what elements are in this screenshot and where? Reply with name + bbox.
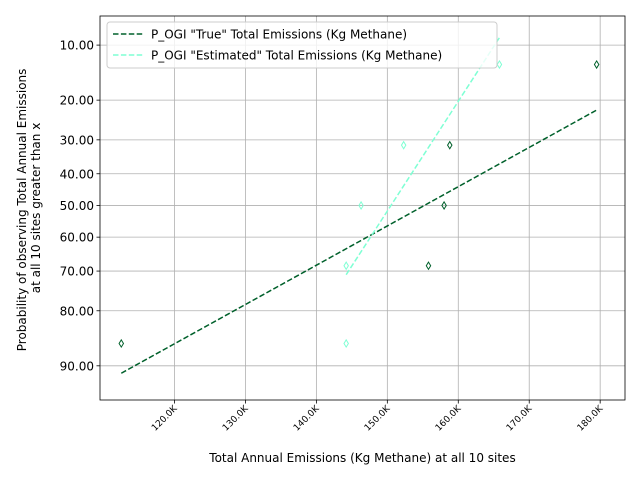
y-tick-label: 10.00: [60, 39, 94, 53]
markers: [118, 59, 600, 349]
y-axis-label: Probability of observing Total Annual Em…: [15, 65, 43, 351]
legend: P_OGI "True" Total Emissions (Kg Methane…: [106, 21, 498, 69]
data-point-estimated: [496, 59, 503, 70]
data-point-true: [446, 140, 453, 150]
legend-label-estimated: P_OGI "Estimated" Total Emissions (Kg Me…: [151, 49, 442, 63]
y-tick-label: 70.00: [60, 265, 94, 279]
y-axis-ticks: 10.00 20.00 30.00 40.00 50.00 60.00 70.00 80.00…: [60, 39, 100, 373]
data-point-estimated: [358, 200, 364, 211]
data-point-estimated: [343, 338, 349, 349]
legend-label-true: P_OGI "True" Total Emissions (Kg Methane…: [151, 28, 407, 42]
x-axis-label: Total Annual Emissions (Kg Methane) at a…: [208, 451, 515, 465]
data-point-estimated: [343, 261, 349, 271]
fit-line-true: [120, 109, 597, 374]
data-point-true: [441, 200, 447, 211]
y-axis-label-line-2: at all 10 sites greater than x: [29, 123, 43, 294]
y-axis-label-line-1: Probability of observing Total Annual Em…: [15, 69, 29, 352]
data-point-true: [425, 261, 432, 271]
y-tick-label: 20.00: [60, 94, 94, 108]
y-tick-label: 80.00: [60, 304, 94, 318]
data-point-estimated: [400, 140, 407, 150]
y-tick-label: 50.00: [60, 199, 94, 213]
fit-lines: [120, 37, 597, 374]
plot-frame: [99, 15, 626, 401]
y-tick-label: 30.00: [60, 133, 94, 147]
data-point-true: [118, 338, 125, 349]
y-tick-label: 60.00: [60, 231, 94, 245]
legend-box: [106, 21, 498, 69]
y-tick-label: 90.00: [60, 359, 94, 373]
data-point-true: [593, 59, 600, 70]
grid: [100, 16, 625, 400]
y-tick-label: 40.00: [60, 167, 94, 181]
